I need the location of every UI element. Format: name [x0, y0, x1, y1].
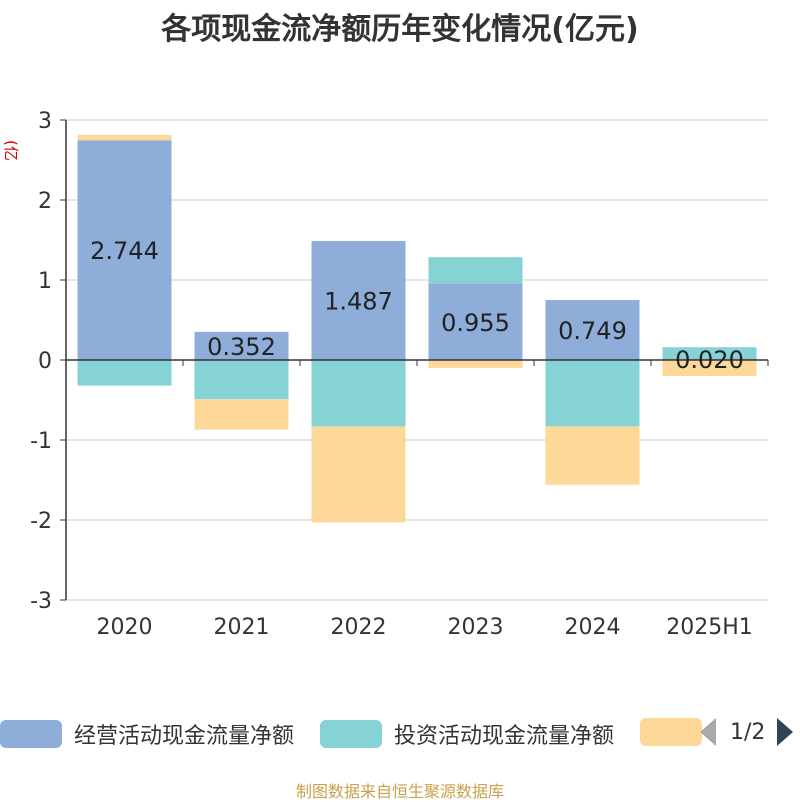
chart-title: 各项现金流净额历年变化情况(亿元): [161, 12, 639, 47]
bar-financing: [428, 360, 523, 368]
legend-label-operating: 经营活动现金流量净额: [74, 724, 295, 749]
x-category-label: 2024: [565, 615, 621, 640]
bar-investing: [311, 360, 406, 427]
bar-operating: [311, 241, 406, 360]
y-tick-label: 3: [38, 109, 52, 134]
legend-swatch-investing: [320, 720, 382, 748]
bar-operating: [545, 300, 640, 360]
x-category-label: 2023: [448, 615, 504, 640]
bar-operating: [77, 140, 172, 360]
bar-operating: [428, 283, 523, 360]
bar-investing: [545, 360, 640, 427]
data-label-operating: 0.955: [441, 309, 510, 337]
bar-chart: 3 2 1 0 -1 -2 -3 2.744 0.352 1.487 0.955 0.749 0.020…: [30, 109, 769, 640]
x-category-label: 2025H1: [666, 615, 753, 640]
data-source-note: 制图数据来自恒生聚源数据库: [295, 782, 504, 801]
bar-investing: [662, 347, 757, 359]
legend-prev-page-icon[interactable]: [700, 718, 716, 746]
legend-page-indicator: 1/2: [730, 719, 766, 745]
data-label-operating: 0.020: [675, 346, 744, 374]
bar-investing: [77, 360, 172, 386]
data-label-operating: 2.744: [90, 237, 159, 265]
y-tick-label: -2: [30, 509, 52, 534]
y-tick-label: 0: [38, 349, 52, 374]
bar-investing: [428, 257, 523, 284]
bar-financing: [77, 134, 172, 141]
legend-item-financing[interactable]: [640, 718, 702, 746]
x-category-label: 2020: [97, 615, 153, 640]
legend-pager: 1/2: [700, 718, 794, 746]
data-label-operating: 0.352: [207, 333, 276, 361]
legend-label-investing: 投资活动现金流量净额: [394, 724, 615, 749]
bar-financing: [311, 426, 406, 523]
bar-operating: [662, 358, 757, 360]
legend-swatch-financing: [640, 718, 702, 746]
y-tick-label: 2: [38, 189, 52, 214]
y-tick-label: -1: [30, 429, 52, 454]
bar-financing: [545, 426, 640, 485]
y-tick-label: 1: [38, 269, 52, 294]
bar-financing: [662, 360, 757, 376]
x-category-label: 2022: [331, 615, 387, 640]
bar-operating: [194, 331, 289, 360]
legend-next-page-icon[interactable]: [777, 718, 794, 746]
data-label-operating: 0.749: [558, 317, 627, 345]
bar-investing: [194, 360, 289, 400]
legend-item-investing[interactable]: 投资活动现金流量净额: [320, 718, 614, 750]
x-category-label: 2021: [214, 615, 270, 640]
data-label-operating: 1.487: [324, 288, 393, 316]
bar-financing: [194, 399, 289, 430]
legend-item-operating[interactable]: 经营活动现金流量净额: [0, 718, 294, 750]
legend-swatch-operating: [0, 720, 62, 748]
y-tick-label: -3: [30, 589, 52, 614]
